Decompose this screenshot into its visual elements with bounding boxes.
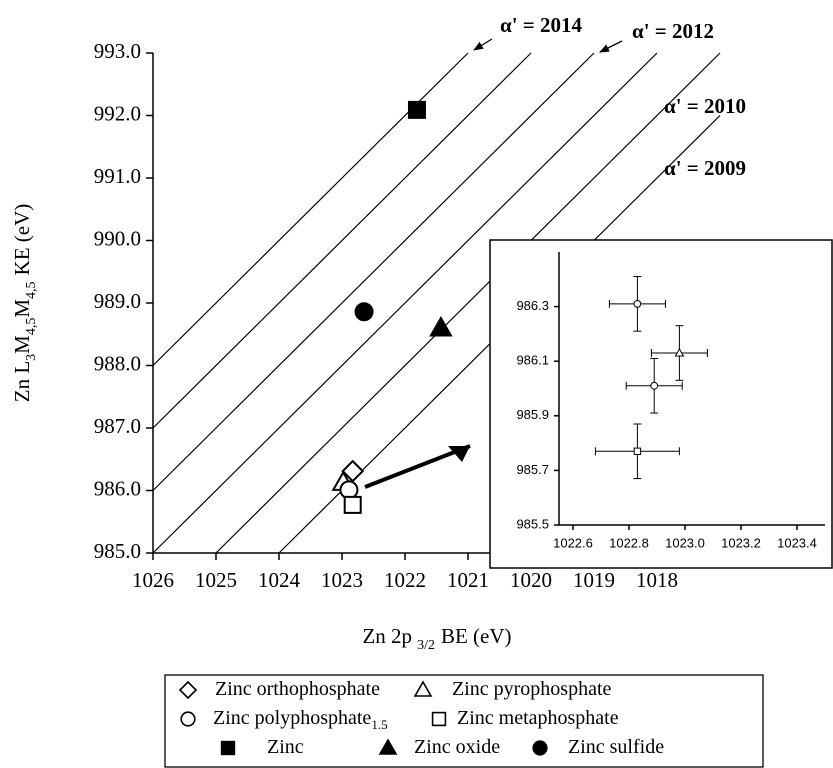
reference-line bbox=[152, 52, 595, 491]
legend-name: Zinc sulfide bbox=[568, 736, 664, 758]
axis-title-part: BE (eV) bbox=[441, 624, 512, 648]
reference-label: α' = 2010 bbox=[664, 94, 746, 118]
legend-name: Zinc metaphosphate bbox=[457, 707, 619, 729]
reference-line bbox=[215, 52, 721, 554]
x-tick-label: 1026 bbox=[132, 568, 174, 592]
x-tick-label: 1022.8 bbox=[609, 535, 649, 550]
y-tick-label: 985.7 bbox=[516, 462, 549, 477]
axis-title-part: M bbox=[10, 299, 34, 318]
reference-label: α' = 2009 bbox=[664, 156, 746, 180]
marker bbox=[407, 100, 426, 119]
axis-title: Zn L3M4,5M4,5KE (eV) bbox=[10, 204, 39, 403]
y-tick-label: 992.0 bbox=[94, 101, 141, 125]
marker bbox=[633, 299, 642, 308]
legend-label: Zinc metaphosphate bbox=[457, 707, 619, 729]
marker bbox=[180, 711, 196, 727]
marker bbox=[431, 711, 447, 727]
marker bbox=[413, 680, 433, 697]
x-tick-label: 1021 bbox=[447, 568, 489, 592]
y-tick-label: 986.3 bbox=[516, 298, 549, 313]
inset-frame bbox=[489, 239, 833, 569]
marker bbox=[343, 495, 362, 514]
y-tick-label: 987.0 bbox=[94, 414, 141, 438]
axis-title: Zn 2p 3/2 BE (eV) bbox=[362, 624, 511, 653]
axis-title-part: M bbox=[10, 335, 34, 354]
axis-title-sub: 3/2 bbox=[417, 638, 435, 653]
legend-name: Zinc polyphosphate bbox=[213, 707, 371, 729]
x-tick-label: 1023.2 bbox=[721, 535, 761, 550]
inset-arrow bbox=[364, 444, 471, 489]
marker bbox=[341, 459, 365, 483]
inset-plot: 985.5 985.7 985.9 986.1 986.3 1022.6 1022.8 102… bbox=[489, 239, 833, 569]
marker bbox=[532, 740, 548, 756]
marker bbox=[178, 680, 198, 700]
marker bbox=[354, 302, 374, 322]
marker bbox=[220, 740, 236, 756]
marker bbox=[633, 447, 642, 455]
legend-label: Zinc sulfide bbox=[568, 736, 664, 758]
y-tick-label: 985.9 bbox=[516, 407, 549, 422]
axis-title-part: Zn 2p bbox=[362, 624, 412, 648]
y-tick-label: 986.1 bbox=[516, 353, 549, 368]
marker bbox=[339, 480, 359, 500]
reference-line bbox=[152, 52, 469, 366]
y-tick-label: 990.0 bbox=[94, 226, 141, 250]
x-tick-label: 1022 bbox=[384, 568, 426, 592]
main-plot: 993.0 992.0 991.0 990.0 989.0 988.0 987.0 986.0… bbox=[10, 13, 746, 653]
x-tick-label: 1024 bbox=[258, 568, 301, 592]
y-tick-label: 988.0 bbox=[94, 351, 141, 375]
legend-box bbox=[164, 674, 764, 768]
axis-title-sub: 4,5 bbox=[24, 281, 39, 299]
y-tick-label: 989.0 bbox=[94, 289, 141, 313]
legend-label: Zinc oxide bbox=[414, 736, 500, 758]
x-tick-label: 1018 bbox=[636, 568, 678, 592]
x-tick-label: 1019 bbox=[573, 568, 615, 592]
axis-title-sub: 3 bbox=[24, 354, 39, 361]
reference-line bbox=[152, 52, 658, 554]
y-tick-label: 991.0 bbox=[94, 164, 141, 188]
marker bbox=[674, 348, 685, 357]
marker bbox=[650, 381, 659, 390]
axis-title-sub: 4,5 bbox=[24, 318, 39, 336]
marker bbox=[429, 315, 453, 337]
label-arrow bbox=[599, 40, 623, 53]
reference-label: α' = 2014 bbox=[500, 13, 583, 37]
legend-name: Zinc pyrophosphate bbox=[452, 678, 612, 700]
x-tick-label: 1020 bbox=[510, 568, 552, 592]
legend-label: Zinc pyrophosphate bbox=[452, 678, 612, 700]
reference-line bbox=[152, 52, 532, 429]
x-tick-label: 1023 bbox=[321, 568, 363, 592]
legend-label: Zinc orthophosphate bbox=[215, 678, 380, 700]
x-tick-label: 1022.6 bbox=[553, 535, 593, 550]
inset-arrow-head bbox=[448, 446, 470, 462]
legend: Zinc orthophosphate Zinc pyrophosphate Zin… bbox=[178, 678, 664, 758]
y-tick-label: 985.5 bbox=[516, 516, 549, 531]
axis-title-part: KE (eV) bbox=[10, 204, 34, 276]
y-tick-label: 986.0 bbox=[94, 476, 141, 500]
axis-title-part: Zn L bbox=[10, 361, 34, 402]
x-tick-label: 1023.4 bbox=[777, 535, 817, 550]
y-tick-label: 985.0 bbox=[94, 539, 141, 563]
legend-name: Zinc bbox=[267, 736, 304, 758]
x-tick-label: 1025 bbox=[195, 568, 237, 592]
legend-label: Zinc bbox=[267, 736, 304, 758]
y-tick-label: 993.0 bbox=[94, 39, 141, 63]
legend-name-sub: 1.5 bbox=[371, 717, 387, 732]
legend-name: Zinc orthophosphate bbox=[215, 678, 380, 700]
label-arrow bbox=[473, 38, 493, 51]
legend-label: Zinc polyphosphate1.5 bbox=[213, 707, 388, 733]
reference-label: α' = 2012 bbox=[632, 19, 714, 43]
legend-name: Zinc oxide bbox=[414, 736, 500, 758]
marker bbox=[378, 738, 398, 755]
x-tick-label: 1023.0 bbox=[665, 535, 705, 550]
